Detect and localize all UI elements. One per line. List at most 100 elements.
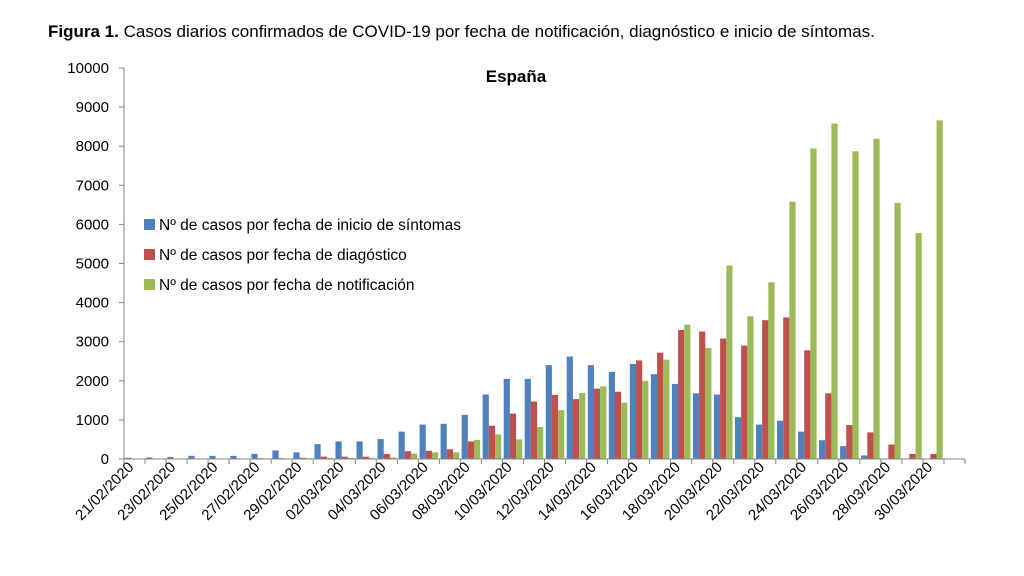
- bar-series-1: [482, 394, 489, 459]
- bar-series-3: [684, 324, 691, 459]
- bar-series-2: [593, 388, 601, 459]
- y-tick-label: 10000: [67, 60, 109, 77]
- x-axis-ticks: 21/02/202023/02/202025/02/202027/02/2020…: [72, 459, 966, 524]
- bar-series-1: [188, 455, 195, 459]
- bar-series-2: [636, 360, 643, 459]
- bar-series-1: [314, 444, 321, 459]
- bar-series-1: [650, 374, 658, 459]
- legend-swatch: [144, 249, 155, 260]
- bar-series-2: [320, 456, 327, 459]
- bar-series-3: [726, 265, 733, 459]
- bar-series-1: [251, 453, 258, 459]
- legend-swatch: [144, 279, 155, 290]
- y-tick-label: 2000: [76, 373, 109, 390]
- y-tick-label: 9000: [76, 99, 109, 116]
- y-tick-label: 6000: [76, 216, 109, 233]
- legend: Nº de casos por fecha de inicio de sínto…: [144, 217, 461, 294]
- bar-series-1: [840, 446, 847, 459]
- bar-series-3: [452, 452, 460, 459]
- bar-series-2: [762, 320, 769, 459]
- figure-label: Figura 1.: [48, 22, 119, 41]
- bar-series-3: [705, 347, 712, 459]
- bar-series-1: [230, 455, 237, 459]
- bar-series-2: [615, 391, 622, 459]
- bar-series-3: [600, 386, 607, 459]
- bar-series-2: [783, 317, 790, 459]
- y-tick-label: 4000: [76, 295, 109, 312]
- figure-caption: Figura 1. Casos diarios confirmados de C…: [48, 22, 875, 42]
- legend-label: Nº de casos por fecha de inicio de sínto…: [159, 217, 461, 234]
- bar-series-2: [657, 352, 664, 459]
- bar-series-1: [861, 455, 868, 459]
- bar-series-2: [341, 456, 348, 459]
- bar-series-3: [831, 123, 838, 460]
- bar-series-1: [440, 423, 447, 459]
- chart-title: España: [486, 67, 547, 86]
- bar-series-3: [326, 457, 334, 459]
- bar-series-2: [299, 457, 306, 459]
- bar-series-1: [167, 457, 174, 459]
- bar-series-3: [810, 148, 817, 460]
- bar-series-3: [558, 410, 565, 460]
- bar-series-2: [467, 441, 474, 459]
- bar-series-1: [587, 365, 594, 459]
- bar-series-1: [819, 440, 826, 459]
- bar-series-1: [356, 441, 363, 459]
- bar-series-2: [404, 451, 411, 459]
- bar-series-3: [642, 380, 649, 459]
- bar-series-2: [825, 393, 832, 459]
- bar-series-1: [377, 439, 384, 459]
- bar-series-2: [930, 453, 937, 459]
- bar-series-1: [692, 393, 700, 459]
- legend-label: Nº de casos por fecha de diagóstico: [159, 247, 407, 264]
- bar-series-1: [671, 383, 679, 459]
- bar-series-3: [495, 434, 502, 459]
- bar-series-3: [894, 202, 901, 459]
- legend-label: Nº de casos por fecha de notificación: [159, 277, 415, 294]
- bar-series-2: [888, 444, 895, 459]
- bar-series-1: [566, 356, 573, 459]
- bar-series-1: [545, 365, 552, 459]
- bar-series-3: [747, 316, 754, 459]
- y-tick-label: 5000: [76, 256, 109, 273]
- bar-series-3: [852, 151, 859, 459]
- bar-series-1: [419, 424, 426, 459]
- bar-series-1: [146, 457, 153, 459]
- figure-caption-text: Casos diarios confirmados de COVID-19 po…: [123, 22, 875, 41]
- bar-series-1: [734, 417, 742, 459]
- bar-series-3: [431, 452, 439, 459]
- bar-series-2: [678, 329, 685, 459]
- bar-series-3: [537, 426, 544, 459]
- bar-series-2: [909, 453, 916, 459]
- bar-series-1: [608, 371, 615, 459]
- bar-series-1: [798, 431, 805, 459]
- bar-series-1: [713, 394, 721, 459]
- bar-series-1: [398, 431, 405, 459]
- bar-series-2: [425, 450, 432, 459]
- bar-series-1: [209, 455, 216, 459]
- bar-series-3: [768, 282, 775, 459]
- bar-series-2: [867, 432, 874, 459]
- bar-series-2: [362, 456, 369, 459]
- bar-series-2: [720, 338, 727, 459]
- bar-series-2: [383, 453, 390, 459]
- y-tick-label: 8000: [76, 138, 109, 155]
- bar-series-2: [804, 350, 811, 459]
- legend-swatch: [144, 219, 155, 230]
- bar-series-1: [272, 450, 279, 459]
- bar-series-2: [572, 399, 580, 459]
- y-tick-label: 3000: [76, 334, 109, 351]
- y-tick-label: 7000: [76, 177, 109, 194]
- bar-series-3: [915, 233, 922, 459]
- bar-series-3: [389, 457, 397, 459]
- bar-series-1: [755, 424, 763, 459]
- bar-series-1: [335, 441, 342, 459]
- bar-series-1: [293, 452, 300, 459]
- bar-series-3: [410, 453, 418, 459]
- y-tick-label: 1000: [76, 412, 109, 429]
- bar-series-2: [530, 401, 538, 459]
- bar-series-2: [488, 425, 496, 459]
- bar-series-1: [125, 457, 132, 459]
- bar-series-2: [509, 413, 517, 459]
